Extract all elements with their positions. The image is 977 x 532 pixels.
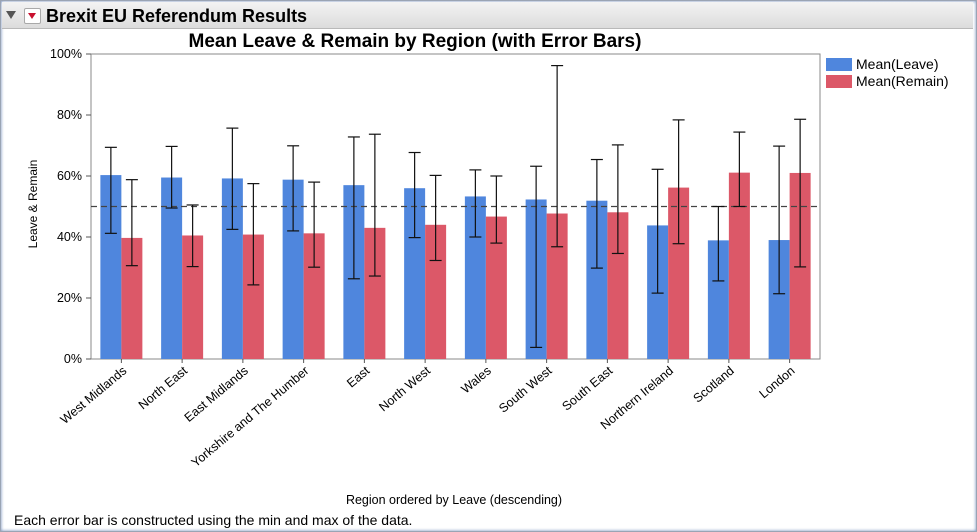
x-tick-label: Wales [459,364,494,397]
bar-remain [607,212,629,359]
y-tick-label: 20% [57,291,82,305]
legend-label-remain: Mean(Remain) [856,73,949,89]
bar-leave [221,178,243,359]
y-tick-label: 100% [50,47,82,61]
legend-swatch-leave [826,58,852,71]
y-tick-label: 0% [64,352,82,366]
bar-remain [668,187,690,359]
bar-remain [485,216,507,359]
x-tick-label: Yorkshire and The Humber [189,364,312,470]
y-tick-label: 40% [57,230,82,244]
y-tick-label: 60% [57,169,82,183]
x-tick-label: West Midlands [58,364,130,427]
legend-label-leave: Mean(Leave) [856,56,939,72]
bar-leave [404,188,426,359]
chart-title: Mean Leave & Remain by Region (with Erro… [188,31,642,52]
report-title: Brexit EU Referendum Results [46,6,308,26]
legend-swatch-remain [826,75,852,88]
x-axis-title: Region ordered by Leave (descending) [345,493,563,507]
bar-leave [282,179,304,359]
bar-remain [242,234,264,359]
x-tick-label: North West [376,363,433,414]
x-tick-label: Scotland [691,364,737,406]
x-tick-label: North East [136,363,191,412]
bar-leave [100,175,122,359]
bar-remain [546,213,568,359]
bar-leave [707,240,729,359]
bar-remain [425,224,447,359]
bar-remain [728,172,750,359]
report-header: Brexit EU Referendum Results [2,2,973,29]
footnote: Each error bar is constructed using the … [14,512,413,528]
bar-leave [768,240,790,359]
bar-leave [161,177,183,359]
bar-leave [586,200,608,359]
bar-remain [364,227,386,359]
bar-remain [121,237,143,359]
y-tick-label: 80% [57,108,82,122]
x-tick-label: London [757,364,798,402]
disclosure-triangle-icon[interactable] [6,11,16,19]
x-tick-label: East [344,363,373,390]
x-tick-label: South West [496,363,555,415]
bar-remain [303,233,325,359]
red-triangle-menu-button[interactable] [24,8,41,24]
x-tick-label: South East [559,363,615,413]
red-triangle-icon [28,13,36,19]
